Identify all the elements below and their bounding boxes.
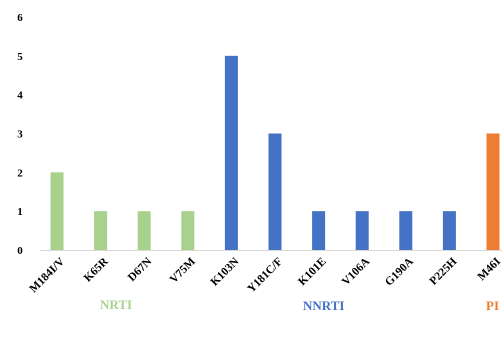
y-tick-label: 3 — [17, 129, 23, 141]
group-label-nnrti: NNRTI — [303, 298, 345, 313]
y-tick-label: 0 — [17, 245, 23, 257]
bar — [355, 211, 369, 250]
x-tick-label: Y181C/F — [245, 256, 285, 296]
x-tick-label: D67N — [126, 255, 155, 284]
bar — [50, 172, 64, 250]
x-tick-label: M184I/V — [27, 255, 67, 295]
group-label-nrti: NRTI — [100, 297, 133, 312]
bar — [181, 211, 195, 250]
bar — [486, 133, 500, 250]
y-tick-label: 1 — [17, 206, 23, 218]
x-tick-label: K65R — [82, 255, 111, 284]
x-tick-label: K103N — [209, 255, 242, 288]
y-tick-label: 6 — [17, 12, 23, 24]
x-tick-label: V75M — [168, 256, 198, 286]
bar — [94, 211, 108, 250]
bar — [137, 211, 151, 250]
x-tick-label: P225H — [428, 256, 460, 288]
bar — [442, 211, 456, 250]
y-tick-label: 4 — [17, 90, 23, 102]
bar — [399, 211, 413, 250]
x-tick-label: G190A — [383, 255, 416, 288]
y-tick-label: 5 — [17, 51, 23, 63]
bar — [312, 211, 326, 250]
x-tick-label: V106A — [340, 255, 373, 288]
x-tick-label: K101E — [296, 255, 329, 288]
group-label-pi: PI — [486, 298, 499, 313]
x-tick-label: M46I — [476, 255, 502, 283]
bar — [224, 55, 238, 251]
y-tick-label: 2 — [17, 167, 23, 179]
bar — [268, 133, 282, 250]
